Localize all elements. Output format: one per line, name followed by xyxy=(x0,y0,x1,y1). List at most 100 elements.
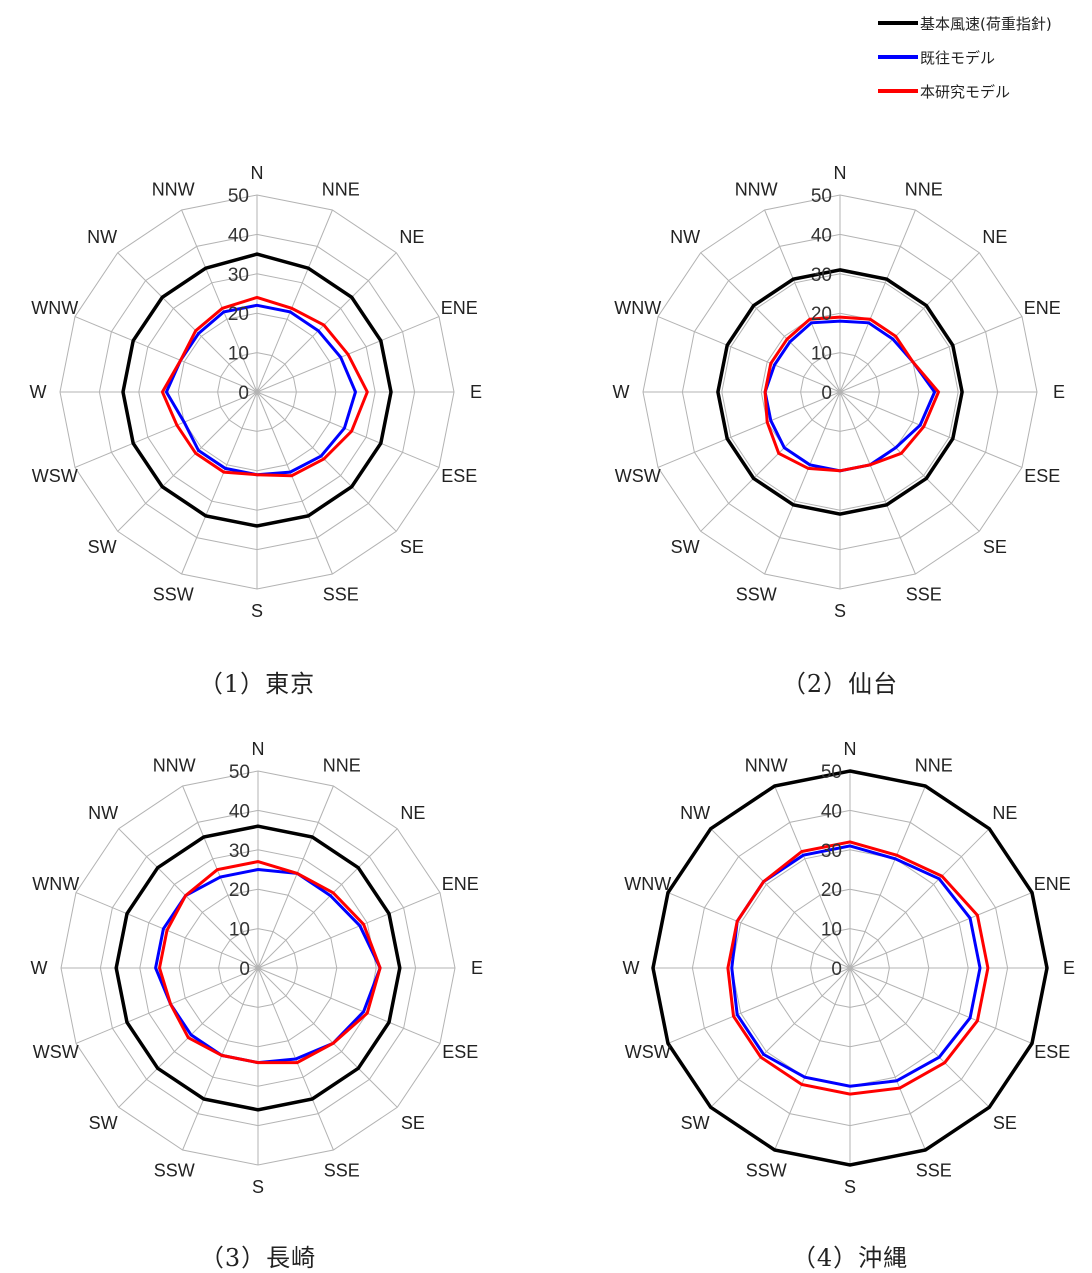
direction-label-S: S xyxy=(252,1177,264,1197)
spoke-WSW xyxy=(74,391,258,468)
direction-label-SE: SE xyxy=(983,537,1007,557)
spoke-NW xyxy=(117,252,258,393)
spoke-WNW xyxy=(667,892,851,969)
direction-label-W: W xyxy=(31,958,48,978)
direction-label-SE: SE xyxy=(400,537,424,557)
direction-label-W: W xyxy=(613,382,630,402)
direction-label-NW: NW xyxy=(670,227,700,247)
tick-label-10: 10 xyxy=(811,344,832,365)
spoke-WNW xyxy=(657,316,841,393)
caption-okinawa: （4）沖縄 xyxy=(791,1244,909,1272)
tick-label-50: 50 xyxy=(229,762,250,783)
direction-label-ENE: ENE xyxy=(1024,298,1061,318)
direction-label-NNE: NNE xyxy=(323,756,361,776)
direction-label-NNW: NNW xyxy=(735,180,778,200)
direction-label-ESE: ESE xyxy=(442,1042,478,1062)
tick-label-20: 20 xyxy=(228,304,249,325)
legend-swatch-previous-model xyxy=(878,55,918,59)
direction-label-SW: SW xyxy=(88,537,117,557)
tick-label-10: 10 xyxy=(228,344,249,365)
direction-label-ESE: ESE xyxy=(441,466,477,486)
tick-label-30: 30 xyxy=(821,841,842,862)
direction-label-SSE: SSE xyxy=(323,584,359,604)
spoke-WSW xyxy=(75,967,259,1044)
tick-label-30: 30 xyxy=(229,841,250,862)
caption-sendai: （2）仙台 xyxy=(781,670,899,698)
spoke-SW xyxy=(700,391,841,532)
legend-item-this-model: 本研究モデル xyxy=(878,74,1088,108)
spoke-NW xyxy=(710,828,851,969)
direction-label-N: N xyxy=(834,163,847,183)
legend-item-basic: 基本風速(荷重指針) xyxy=(878,6,1088,40)
spoke-NW xyxy=(700,252,841,393)
direction-label-E: E xyxy=(471,958,483,978)
spoke-ESE xyxy=(256,391,440,468)
tick-label-10: 10 xyxy=(821,920,842,941)
tick-label-40: 40 xyxy=(229,801,250,822)
spoke-WSW xyxy=(667,967,851,1044)
direction-label-SSW: SSW xyxy=(153,584,194,604)
direction-label-ENE: ENE xyxy=(442,874,479,894)
direction-label-SE: SE xyxy=(993,1113,1017,1133)
radar-group-sendai: 0 10 20 30 40 50N NNE NE ENE E ESE SE SSE S SSW SW WSW W W… xyxy=(613,163,1066,621)
legend-swatch-basic xyxy=(878,21,918,25)
direction-label-W: W xyxy=(30,382,47,402)
spoke-SE xyxy=(839,391,980,532)
direction-label-SE: SE xyxy=(401,1113,425,1133)
direction-label-NNE: NNE xyxy=(322,180,360,200)
series-line-basic xyxy=(121,252,393,528)
direction-label-NNE: NNE xyxy=(915,756,953,776)
series-line-this-model xyxy=(157,860,382,1065)
chart-legend: 基本風速(荷重指針) 既往モデル 本研究モデル xyxy=(878,6,1088,108)
direction-label-WSW: WSW xyxy=(625,1042,671,1062)
series-line-basic xyxy=(716,268,964,516)
tick-label-40: 40 xyxy=(811,225,832,246)
spoke-ENE xyxy=(257,892,441,969)
radar-group-tokyo: 0 10 20 30 40 50N NNE NE ENE E ESE SE SSE S SSW SW WSW W W… xyxy=(30,163,483,621)
direction-label-E: E xyxy=(1053,382,1065,402)
direction-label-WSW: WSW xyxy=(33,1042,79,1062)
caption-tokyo: （1）東京 xyxy=(198,670,316,698)
spoke-SW xyxy=(117,391,258,532)
spoke-NNE xyxy=(257,785,334,969)
direction-label-SSE: SSE xyxy=(324,1160,360,1180)
direction-label-SSE: SSE xyxy=(906,584,942,604)
direction-label-N: N xyxy=(251,163,264,183)
legend-label-this-model: 本研究モデル xyxy=(920,82,1011,101)
spoke-ENE xyxy=(849,892,1033,969)
direction-label-SW: SW xyxy=(89,1113,118,1133)
direction-label-WNW: WNW xyxy=(32,874,79,894)
series-line-this-model xyxy=(763,315,941,473)
direction-label-SSW: SSW xyxy=(736,584,777,604)
spoke-NE xyxy=(257,828,398,969)
spoke-NE xyxy=(849,828,990,969)
direction-label-S: S xyxy=(844,1177,856,1197)
tick-label-20: 20 xyxy=(821,880,842,901)
direction-label-NE: NE xyxy=(400,803,425,823)
legend-label-basic: 基本風速(荷重指針) xyxy=(920,14,1052,33)
spoke-ESE xyxy=(849,967,1033,1044)
tick-label-40: 40 xyxy=(228,225,249,246)
direction-label-N: N xyxy=(844,739,857,759)
direction-label-NNW: NNW xyxy=(745,756,788,776)
spoke-SSE xyxy=(849,967,926,1151)
direction-label-WNW: WNW xyxy=(614,298,661,318)
legend-label-previous-model: 既往モデル xyxy=(920,48,996,67)
spoke-NNE xyxy=(839,209,916,393)
series-line-previous-model xyxy=(154,867,382,1065)
tick-label-20: 20 xyxy=(811,304,832,325)
series-line-this-model xyxy=(726,840,990,1096)
direction-label-ESE: ESE xyxy=(1024,466,1060,486)
tick-label-0: 0 xyxy=(239,959,250,980)
direction-label-WNW: WNW xyxy=(624,874,671,894)
direction-label-WSW: WSW xyxy=(32,466,78,486)
spoke-SSE xyxy=(256,391,333,575)
direction-label-SSW: SSW xyxy=(154,1160,195,1180)
direction-label-SW: SW xyxy=(681,1113,710,1133)
direction-label-N: N xyxy=(252,739,265,759)
legend-item-previous-model: 既往モデル xyxy=(878,40,1088,74)
direction-label-SSW: SSW xyxy=(746,1160,787,1180)
direction-label-NE: NE xyxy=(992,803,1017,823)
spoke-NNW xyxy=(181,209,258,393)
